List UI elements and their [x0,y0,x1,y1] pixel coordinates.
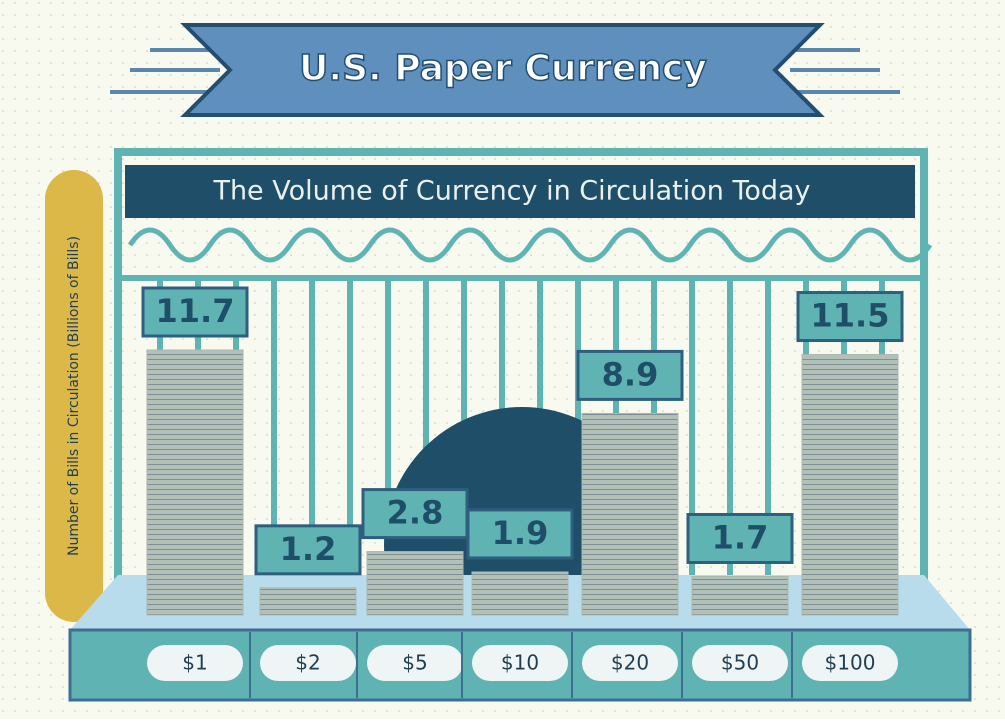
bar [801,354,899,616]
bar [691,575,789,616]
category-pill [692,645,788,681]
value-label-box [361,488,469,540]
category-pill [582,645,678,681]
bar [146,349,244,616]
value-label-box [796,291,904,343]
x-tick-label: $100 [825,651,876,675]
value-label: 1.9 [492,514,549,552]
category-pill [147,645,243,681]
bar [366,551,464,616]
bar [471,571,569,616]
y-axis-label: Number of Bills in Circulation (Billions… [66,236,82,556]
value-label: 2.8 [387,494,444,532]
value-label: 11.7 [156,292,235,330]
x-tick-label: $10 [501,651,539,675]
title-banner [110,23,900,117]
value-label-box [466,508,574,560]
bar [581,412,679,616]
x-tick-label: $20 [611,651,649,675]
subtitle-bar [125,165,915,218]
x-tick-label: $2 [295,651,320,675]
category-pill [472,645,568,681]
chart-title: U.S. Paper Currency [299,48,707,89]
value-label-box [686,512,794,564]
value-label-box [141,286,249,338]
value-label-box [254,524,362,576]
value-label: 1.7 [712,518,769,556]
value-label: 1.2 [280,530,337,568]
subtitle: The Volume of Currency in Circulation To… [212,176,810,207]
x-tick-label: $1 [182,651,207,675]
category-pill [802,645,898,681]
x-tick-label: $50 [721,651,759,675]
category-pill [260,645,356,681]
value-label: 8.9 [602,355,659,393]
y-label-pill [45,170,103,622]
bar [259,587,357,616]
value-label-box [576,349,684,401]
value-label: 11.5 [811,297,890,335]
x-tick-label: $5 [402,651,427,675]
category-pill [367,645,463,681]
